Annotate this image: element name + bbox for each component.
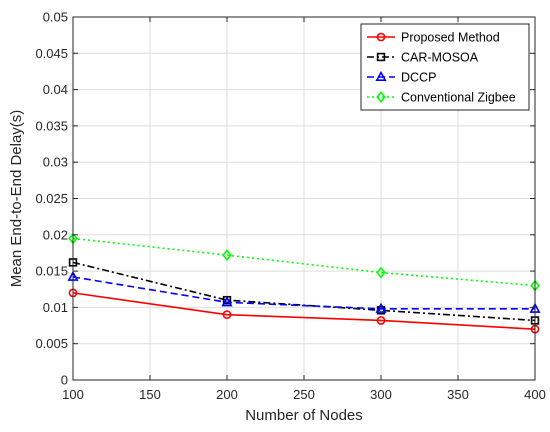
legend-label: DCCP: [401, 71, 436, 85]
legend-item: Proposed Method: [367, 31, 500, 45]
x-tick-label: 200: [216, 387, 238, 402]
y-tick-label: 0.005: [35, 336, 68, 351]
legend-marker: [376, 91, 386, 103]
x-tick-label: 100: [62, 387, 84, 402]
y-tick-label: 0.03: [43, 155, 68, 170]
legend-label: Conventional Zigbee: [401, 91, 516, 105]
series-line: [72, 292, 536, 330]
x-tick-label: 350: [447, 387, 469, 402]
legend-marker: [375, 70, 387, 81]
x-tick-label: 400: [524, 387, 546, 402]
series-line: [72, 276, 535, 310]
axes: 100 150 200 250 300 350 400 0 0.005 0.01 0.015 0.02…: [35, 10, 545, 403]
legend-item: DCCP: [367, 71, 436, 85]
data-point: [376, 266, 386, 279]
y-tick-label: 0.02: [43, 227, 68, 242]
legend-marker: [376, 52, 386, 62]
y-tick-label: 0.025: [35, 191, 68, 206]
legend-box: [360, 23, 530, 111]
data-point: [376, 316, 386, 325]
legend-label: Proposed Method: [401, 31, 500, 45]
y-axis-label: Mean End-to-End Delay(s): [8, 110, 25, 288]
legend: Proposed Method CAR-MOSOA DCCP Conventional…: [360, 23, 530, 111]
legend-item: Conventional Zigbee: [367, 91, 516, 105]
y-tick-label: 0.015: [35, 264, 68, 279]
data-point: [222, 249, 232, 261]
legend-item: CAR-MOSOA: [367, 51, 479, 65]
data-point: [221, 296, 233, 307]
x-axis-label: Number of Nodes: [245, 407, 363, 424]
y-tick-label: 0.045: [35, 46, 68, 61]
plot-border: [72, 16, 536, 381]
y-tick-label: 0.05: [43, 10, 68, 25]
y-tick-label: 0: [61, 373, 68, 388]
x-tick-label: 250: [293, 387, 315, 402]
series-3: [67, 270, 541, 313]
y-tick-label: 0.01: [43, 300, 68, 315]
x-tick-label: 150: [139, 387, 161, 402]
legend-label: CAR-MOSOA: [401, 51, 479, 65]
legend-marker: [376, 32, 386, 42]
y-tick-label: 0.04: [43, 82, 68, 97]
data-point: [375, 302, 387, 313]
x-tick-label: 300: [370, 387, 392, 402]
y-tick-label: 0.035: [35, 118, 68, 133]
data-point: [222, 310, 232, 320]
